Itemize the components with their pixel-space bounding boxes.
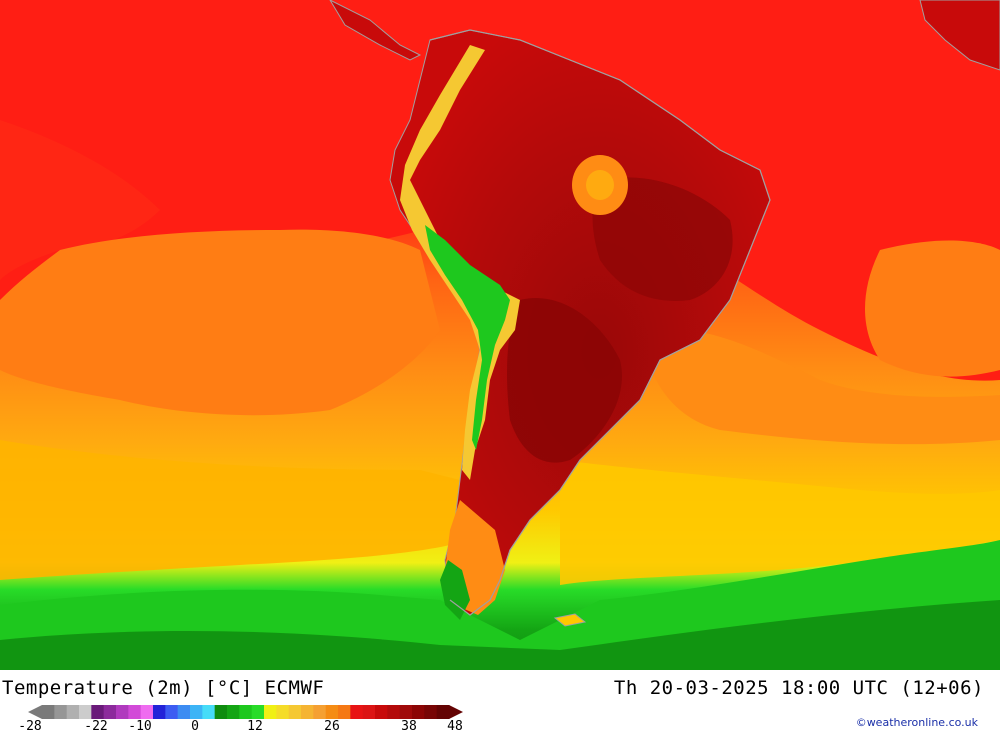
scale-swatch [214,705,228,719]
southern-ocean-dark-green [0,600,1000,670]
scale-tick-label: -28 [18,719,42,734]
scale-swatch [227,705,240,719]
scale-swatch [128,705,142,719]
central-america-land [919,0,1000,71]
falklands [553,613,587,627]
scale-arrow-left [28,705,42,719]
scale-swatch [362,705,376,719]
south-atlantic-yellow [560,460,1000,585]
scale-swatch [91,705,105,719]
atlantic-warm-strip [640,328,1000,445]
temperature-map[interactable] [0,0,1000,670]
scale-swatch [350,705,364,719]
scale-swatch [116,705,129,719]
scale-swatch [103,705,117,719]
scale-tick-label: -10 [128,719,152,734]
interior-heat-core [507,298,622,463]
scale-swatch [165,705,179,719]
scale-tick-label: 0 [191,719,199,734]
scale-swatch [202,705,216,719]
scale-swatch [301,705,314,719]
subtropical-yellow-band [0,440,470,580]
scale-swatch [264,705,277,719]
scale-tick-label: -22 [84,719,108,734]
scale-swatch [42,705,55,719]
scale-arrow-right [449,705,463,719]
scale-tick-label: 26 [324,719,340,734]
scale-swatch [313,705,327,719]
pacific-orange-patch [0,229,440,416]
temperature-field [0,0,1000,670]
andes-green-strip [425,225,510,450]
scale-swatch [177,705,191,719]
scale-ticks: -28 -22 -10 0 12 26 38 48 [0,719,480,734]
scale-swatch [140,705,154,719]
scale-tick-label: 12 [247,719,263,734]
scale-swatch [79,705,92,719]
scale-swatch [251,705,265,719]
eastern-pacific-warm [0,120,160,280]
atlantic-orange-patch [865,240,1000,377]
scale-swatch [153,705,166,719]
scale-swatch [54,705,68,719]
color-scale [28,705,463,719]
scale-swatch [399,705,413,719]
scale-swatch [424,705,438,719]
scale-tick-label: 38 [401,719,417,734]
forecast-datetime: Th 20-03-2025 18:00 UTC (12+06) [613,677,984,699]
brazil-heat-core [592,177,733,301]
coastline [429,29,771,616]
scale-swatch [190,705,203,719]
patagonia-green [440,560,470,620]
scale-swatch [66,705,80,719]
scale-swatch [387,705,401,719]
scale-tick-label: 48 [447,719,463,734]
scale-swatch [412,705,425,719]
central-america-isthmus [329,0,422,61]
scale-swatch [276,705,290,719]
scale-swatch [288,705,302,719]
scale-swatch [338,705,351,719]
amazon-cool-spot-inner [586,170,614,200]
scale-swatch [239,705,253,719]
scale-swatch [436,705,450,719]
map-title: Temperature (2m) [°C] ECMWF [2,677,325,699]
credit-link[interactable]: ©weatheronline.co.uk [855,716,978,729]
scale-swatch [325,705,339,719]
scale-swatch [375,705,388,719]
